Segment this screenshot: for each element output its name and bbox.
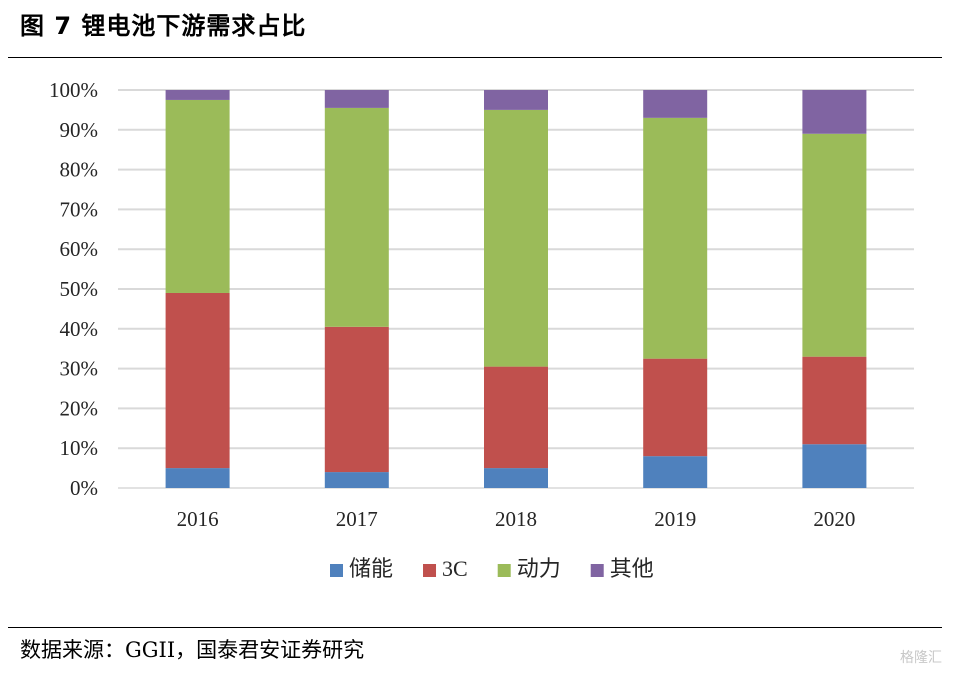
y-axis-ticks: 0% 10% 20% 30% 40% 50% 60% 70% 80% 90% 100% [49, 78, 98, 500]
bar-segment [324, 107, 389, 327]
y-tick-label: 80% [60, 158, 99, 182]
legend: 储能 3C 动力 其他 [330, 556, 654, 581]
legend-swatch [497, 564, 511, 577]
bar-segment [643, 358, 708, 457]
bar-segment [165, 99, 230, 293]
y-tick-label: 70% [60, 197, 99, 221]
bar-segment [802, 90, 867, 134]
y-tick-label: 50% [60, 277, 99, 301]
x-tick-label: 2017 [336, 507, 378, 531]
bar-segment [484, 468, 548, 488]
x-tick-label: 2016 [177, 507, 219, 531]
x-tick-label: 2020 [813, 507, 855, 531]
y-tick-label: 90% [60, 118, 99, 142]
bottom-rule [8, 627, 942, 628]
x-tick-label: 2019 [654, 507, 696, 531]
legend-swatch [330, 564, 343, 577]
bar-segment [484, 366, 548, 469]
y-tick-label: 0% [70, 476, 98, 500]
legend-swatch [423, 564, 437, 577]
bar-segment [802, 356, 867, 445]
y-tick-label: 60% [60, 237, 99, 261]
bar-segment [165, 90, 230, 100]
bar-segment [643, 117, 708, 359]
source-note: 数据来源：GGII，国泰君安证券研究 [20, 638, 365, 662]
y-tick-label: 10% [60, 436, 99, 460]
legend-label: 3C [442, 556, 468, 581]
bar-segment [324, 90, 389, 108]
y-tick-label: 100% [49, 78, 98, 102]
figure-title: 图 7 锂电池下游需求占比 [20, 12, 307, 40]
bar-segment [643, 456, 708, 488]
bars [165, 90, 867, 488]
top-rule [8, 57, 942, 58]
bar-segment [484, 90, 548, 110]
bar-segment [802, 133, 867, 357]
bar-segment [165, 292, 230, 469]
bar-segment [324, 472, 389, 488]
legend-label: 储能 [349, 556, 393, 581]
legend-label: 其他 [610, 556, 654, 581]
y-tick-label: 40% [60, 317, 99, 341]
legend-swatch [590, 564, 604, 577]
watermark-logo: 格隆汇 [900, 650, 942, 666]
bar-segment [165, 468, 230, 488]
legend-label: 动力 [517, 556, 561, 581]
bar-segment [484, 109, 548, 367]
x-tick-label: 2018 [495, 507, 537, 531]
bar-segment [643, 90, 708, 118]
bar-segment [324, 326, 389, 473]
y-tick-label: 20% [60, 396, 99, 420]
bar-segment [802, 444, 867, 488]
y-tick-label: 30% [60, 357, 99, 381]
x-axis-ticks: 2016 2017 2018 2019 2020 [177, 507, 856, 531]
